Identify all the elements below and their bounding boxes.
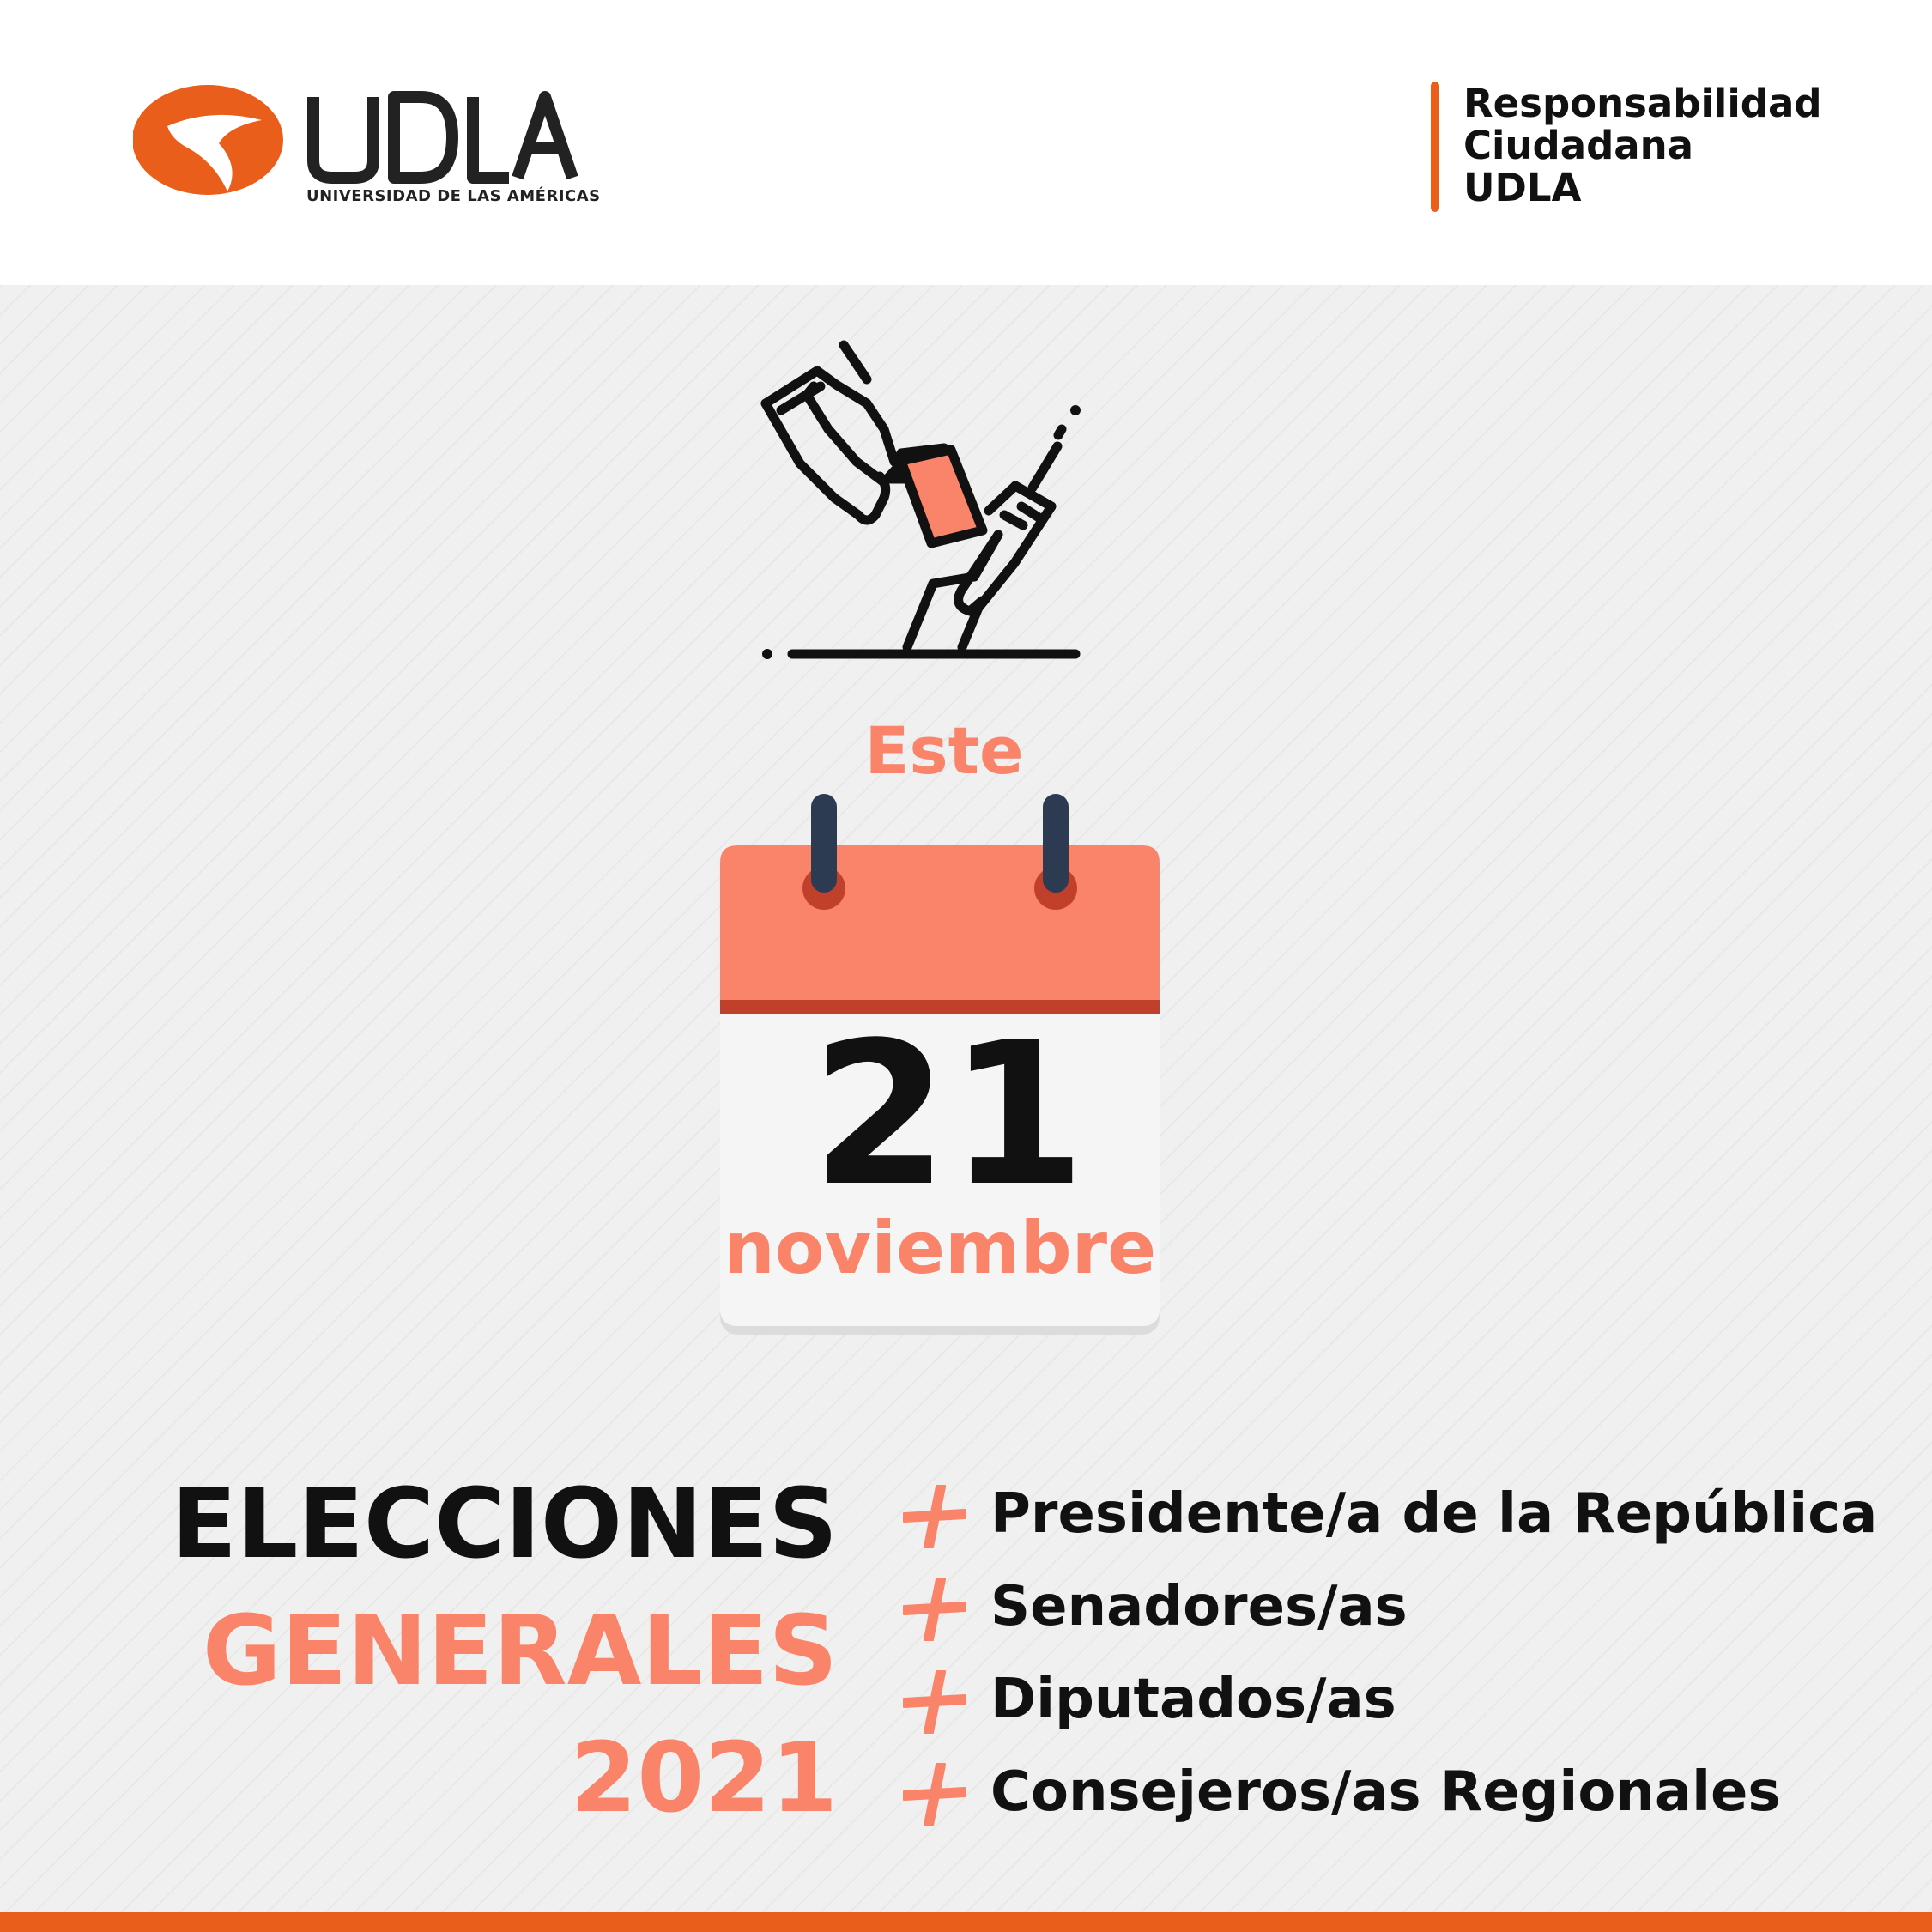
udla-logo <box>132 82 588 210</box>
header: UNIVERSIDAD DE LAS AMÉRICAS Responsabili… <box>0 0 1932 285</box>
title-line-1: ELECCIONES <box>171 1469 838 1580</box>
calendar-icon <box>717 785 1163 1335</box>
tagline-line-2: Ciudadana <box>1463 123 1694 168</box>
plus-icon <box>903 1485 966 1548</box>
voting-hands-icon <box>755 335 1099 669</box>
plus-icon <box>903 1578 966 1641</box>
tagline-line-1: Responsabilidad <box>1463 81 1822 126</box>
plus-icon <box>903 1670 966 1734</box>
event-month: noviembre <box>723 1206 1157 1290</box>
tagline-accent-bar <box>1431 82 1439 212</box>
footer-accent-bar <box>0 1912 1932 1932</box>
title-line-3: 2021 <box>570 1723 838 1834</box>
udla-logo-mark <box>132 85 578 195</box>
logo-subtitle: UNIVERSIDAD DE LAS AMÉRICAS <box>306 187 601 205</box>
event-day: 21 <box>810 1001 1087 1230</box>
title-line-2: GENERALES <box>202 1596 838 1707</box>
office-label: Senadores/as <box>990 1575 1408 1638</box>
election-title: ELECCIONES GENERALES 2021 <box>171 1476 838 1826</box>
date-prefix: Este <box>864 712 1024 789</box>
office-label: Presidente/a de la República <box>990 1482 1878 1546</box>
office-label: Consejeros/as Regionales <box>990 1760 1781 1824</box>
office-label: Diputados/as <box>990 1668 1396 1731</box>
plus-icon <box>903 1763 966 1826</box>
tagline: Responsabilidad Ciudadana UDLA <box>1463 82 1822 209</box>
tagline-line-3: UDLA <box>1463 165 1582 210</box>
